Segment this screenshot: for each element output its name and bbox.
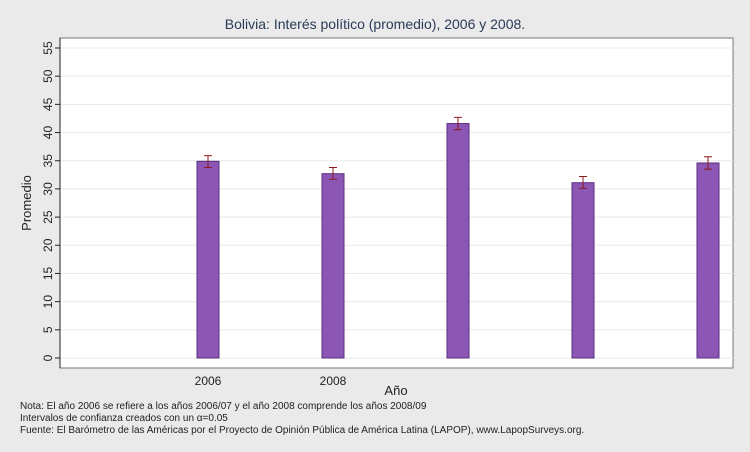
source-note: Fuente: El Barómetro de las Américas por…: [20, 425, 585, 436]
y-tick-label: 5: [41, 326, 55, 333]
bar: [571, 182, 595, 359]
bar: [196, 160, 220, 359]
error-bar: [579, 176, 587, 189]
y-axis: 0 5 10 15 20 25 30 35 40 45 50 55: [41, 38, 61, 368]
error-bars: [204, 116, 712, 189]
y-tick-label: 30: [41, 182, 55, 196]
x-tick-label: 2008: [320, 374, 347, 388]
y-tick-label: 35: [41, 154, 55, 168]
plot-area: [59, 37, 734, 369]
error-bar: [454, 116, 462, 131]
error-bar: [204, 155, 212, 168]
x-tick-labels: 2006 2008: [195, 374, 347, 388]
bar-chart: 0 5 10 15 20 25 30 35 40 45 50 55 2006 2008 Año Prom…: [19, 37, 734, 398]
y-tick-label: 10: [41, 295, 55, 309]
y-axis-label: Promedio: [19, 175, 34, 231]
y-tick-label: 20: [41, 238, 55, 252]
y-tick-label: 40: [41, 126, 55, 140]
x-tick-label: 2006: [195, 374, 222, 388]
chart-notes: Nota: El año 2006 se refiere a los años …: [20, 401, 584, 437]
y-tick-label: 45: [41, 97, 55, 111]
bar: [696, 162, 720, 359]
bar: [446, 123, 470, 359]
bar: [321, 173, 345, 359]
x-axis-label: Año: [384, 383, 407, 398]
y-tick-label: 50: [41, 69, 55, 83]
grid-lines: [60, 47, 733, 359]
error-bar: [329, 166, 337, 180]
y-tick-label: 25: [41, 210, 55, 224]
bars: [196, 123, 720, 359]
error-bar: [704, 156, 712, 170]
y-tick-label: 0: [41, 354, 55, 361]
y-tick-label: 15: [41, 266, 55, 280]
note-line: Nota: El año 2006 se refiere a los años …: [20, 401, 427, 412]
y-tick-label: 55: [41, 41, 55, 55]
confidence-note: Intervalos de confianza creados con un α…: [20, 413, 228, 424]
chart-title: Bolivia: Interés político (promedio), 20…: [224, 16, 526, 32]
